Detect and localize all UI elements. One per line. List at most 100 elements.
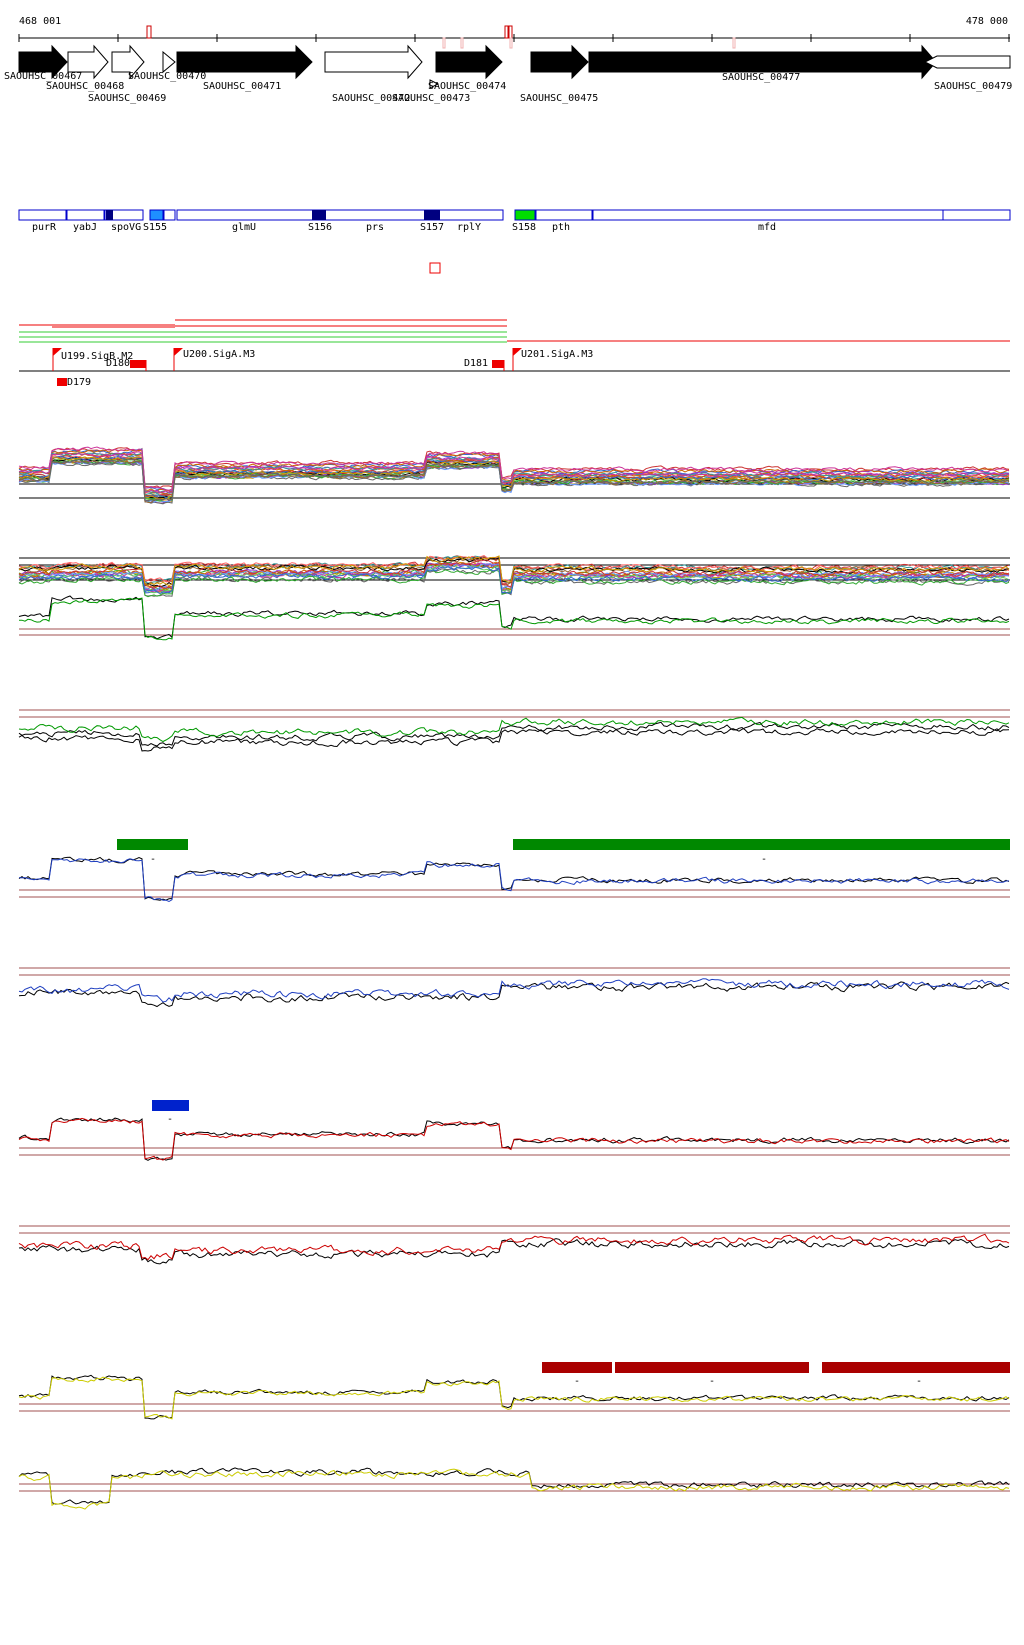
annotation-track: purR yabJ spoVG S155 glmU S156 prs <box>18 209 1011 233</box>
annotation-box[interactable]: glmU <box>176 209 504 233</box>
promoter-label: U199.SigB.M2 <box>61 351 133 362</box>
ruler-end-label: 478 000 <box>966 16 1008 27</box>
condition-bar[interactable]: - <box>117 839 188 865</box>
annotation-label: glmU <box>232 222 256 233</box>
expression-trace <box>18 978 1010 1003</box>
gene-label: SAOUHSC_00471 <box>203 81 281 92</box>
annotation-box[interactable]: purR <box>18 209 67 233</box>
expression-trace <box>18 721 1010 747</box>
expression-trace <box>18 726 1010 752</box>
gene-label: SAOUHSC_00473 <box>392 93 470 104</box>
expression-trace <box>18 458 1010 502</box>
expression-trace <box>18 1468 1010 1510</box>
expression-panels <box>18 446 1010 1510</box>
annotation-box[interactable]: S158 <box>512 209 536 233</box>
expression-trace <box>18 559 1010 590</box>
bar-strand-label: - <box>167 1114 173 1125</box>
ruler-feature-mark <box>732 37 736 49</box>
expression-trace <box>18 1376 1010 1420</box>
annotation-box[interactable]: rplY <box>457 222 481 233</box>
ruler-feature-marks <box>146 25 736 49</box>
promoter-label: U201.SigA.M3 <box>521 349 593 360</box>
annotation-box[interactable]: mfd <box>592 209 1011 233</box>
terminator-mark[interactable]: D179 <box>57 377 91 388</box>
terminator-mark[interactable]: D180 <box>106 358 147 371</box>
expression-trace <box>18 451 1010 493</box>
annotation-box[interactable]: spoVG <box>104 209 144 233</box>
gene-arrow[interactable]: SAOUHSC_00470 <box>128 50 206 82</box>
annotation-box[interactable]: yabJ <box>66 209 105 233</box>
annotation-label: S157 <box>420 222 444 233</box>
expression-trace <box>18 858 1010 903</box>
expression-trace <box>18 446 1010 491</box>
promoter-flag[interactable]: U200.SigA.M3 <box>173 348 255 371</box>
gene-label: SAOUHSC_00474 <box>428 81 506 92</box>
expression-trace <box>18 1117 1010 1161</box>
expression-trace <box>18 569 1010 598</box>
ruler-start-label: 468 001 <box>19 16 61 27</box>
annotation-label: purR <box>32 222 57 233</box>
expression-trace <box>18 856 1010 901</box>
gene-arrow[interactable]: SAOUHSC_00468 <box>46 44 124 92</box>
gene-arrow[interactable]: SAOUHSC_00479 <box>923 55 1012 92</box>
terminator-label: D179 <box>67 377 91 388</box>
coordinate-ruler: 468 001 478 000 <box>18 16 1010 49</box>
annotation-box[interactable]: prs <box>366 222 384 233</box>
annotation-box[interactable]: pth <box>535 209 593 233</box>
gene-arrow[interactable]: SAOUHSC_00471 <box>176 44 313 92</box>
bar-strand-label: - <box>574 1376 580 1387</box>
annotation-label: S158 <box>512 222 536 233</box>
gene-arrow[interactable]: SAOUHSC_00469 <box>88 44 166 104</box>
ruler-ticks <box>18 34 1010 42</box>
ruler-feature-mark <box>509 37 513 49</box>
expression-trace <box>18 716 1010 743</box>
annotation-label: S155 <box>143 222 167 233</box>
condition-bar[interactable]: - <box>822 1362 1010 1387</box>
expression-trace <box>18 448 1010 493</box>
ruler-feature-mark <box>442 37 446 49</box>
terminator-mark[interactable]: D181 <box>464 358 505 371</box>
gene-arrow[interactable]: SAOUHSC_00467 <box>4 44 82 82</box>
ruler-feature-mark <box>146 25 152 39</box>
annotation-label: rplY <box>457 222 481 233</box>
expression-trace <box>18 555 1010 587</box>
gene-label: SAOUHSC_00475 <box>520 93 598 104</box>
bar-strand-label: - <box>709 1376 715 1387</box>
condition-bar[interactable]: - <box>615 1362 809 1387</box>
condition-bar[interactable]: - <box>542 1362 612 1387</box>
condition-bar[interactable]: - <box>513 839 1010 865</box>
annotation-label: S156 <box>308 222 332 233</box>
annotation-box[interactable]: S156 <box>308 210 332 233</box>
expression-trace <box>18 1374 1010 1420</box>
annotation-label: spoVG <box>111 222 141 233</box>
expression-trace <box>18 456 1010 500</box>
ruler-feature-mark <box>504 25 509 39</box>
expression-trace <box>18 1238 1010 1265</box>
gene-track: SAOUHSC_00467 SAOUHSC_00468 SAOUHSC_0046… <box>4 44 1012 104</box>
promoter-flag[interactable]: U201.SigA.M3 <box>512 348 593 371</box>
annotation-box[interactable]: S155 <box>143 209 176 233</box>
terminator-label: D180 <box>106 358 130 369</box>
expression-trace <box>18 455 1009 499</box>
gene-arrow[interactable]: SAOUHSC_00473 <box>392 44 503 104</box>
gene-arrow[interactable]: SAOUHSC_00472 <box>324 44 423 104</box>
promoter-flag[interactable]: U199.SigB.M2 <box>52 348 133 371</box>
annotation-box[interactable]: S157 <box>420 210 444 233</box>
expression-trace <box>18 566 1010 594</box>
gene-arrow-stub: SAOUHSC_00474 <box>428 79 506 92</box>
condition-bars: - - - - - - <box>117 839 1010 1387</box>
gene-label: SAOUHSC_00469 <box>88 93 166 104</box>
annotation-label: mfd <box>758 222 776 233</box>
terminator-label: D181 <box>464 358 488 369</box>
gene-arrow[interactable]: SAOUHSC_00477 <box>588 44 937 83</box>
gene-arrow[interactable]: SAOUHSC_00475 <box>520 44 598 104</box>
gene-label: SAOUHSC_00467 <box>4 71 82 82</box>
bar-strand-label: - <box>150 854 156 865</box>
regulatory-track: U199.SigB.M2 U200.SigA.M3 U201.SigA.M3 D… <box>19 348 1010 388</box>
gene-label: SAOUHSC_00479 <box>934 81 1012 92</box>
condition-bar[interactable]: - <box>152 1100 189 1125</box>
bar-strand-label: - <box>916 1376 922 1387</box>
promoter-label: U200.SigA.M3 <box>183 349 255 360</box>
